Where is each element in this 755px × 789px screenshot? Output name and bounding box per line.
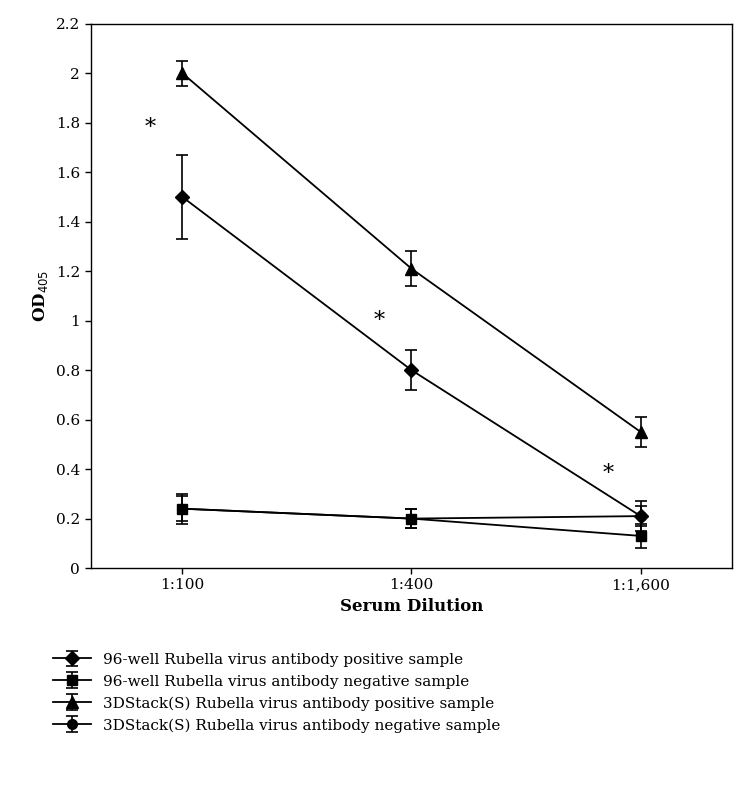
Text: *: * (374, 309, 385, 331)
Y-axis label: OD$_{405}$: OD$_{405}$ (32, 270, 51, 322)
Legend: 96-well Rubella virus antibody positive sample, 96-well Rubella virus antibody n: 96-well Rubella virus antibody positive … (47, 646, 507, 739)
Text: *: * (145, 117, 156, 139)
Text: *: * (603, 463, 614, 485)
X-axis label: Serum Dilution: Serum Dilution (340, 598, 483, 615)
